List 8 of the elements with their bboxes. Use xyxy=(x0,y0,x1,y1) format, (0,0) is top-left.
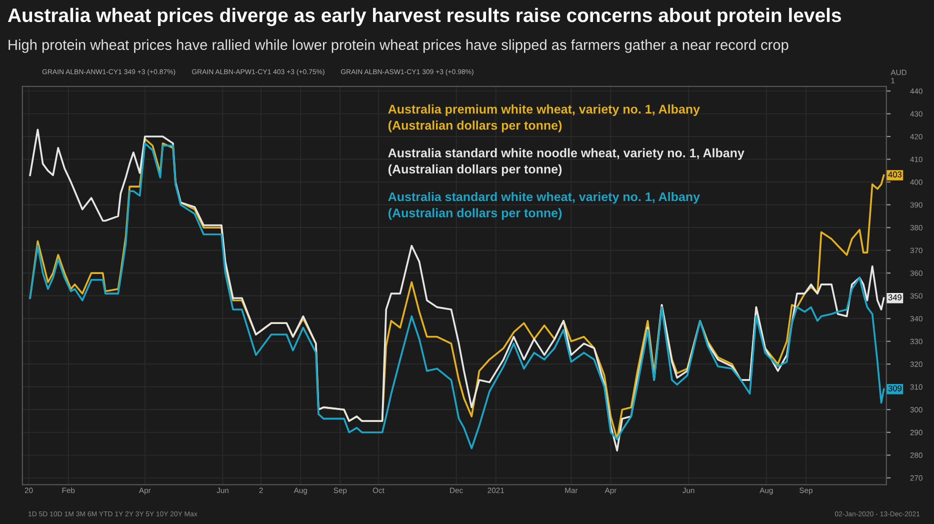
data-label: 309 xyxy=(888,385,902,392)
text: Australia standard white wheat, variety no. 1, Albany (Australian dollars per tonne) xyxy=(388,192,700,220)
data-label: 349 xyxy=(888,294,902,300)
data-label: 403 xyxy=(888,172,902,178)
text: Australia premium white wheat, variety no. 1, Albany (Australian dollars per tonne) xyxy=(388,104,700,132)
chart-subtitle: High protein wheat prices have rallied while lower protein wheat prices have slipped as farmers gather a near record crop xyxy=(8,39,788,53)
chart-title: Australia wheat prices diverge as early harvest results raise concerns about protein levels xyxy=(8,8,841,26)
text: Australia standard white noodle wheat, variety no. 1, Albany (Australian dollars per tonne) xyxy=(388,148,744,176)
